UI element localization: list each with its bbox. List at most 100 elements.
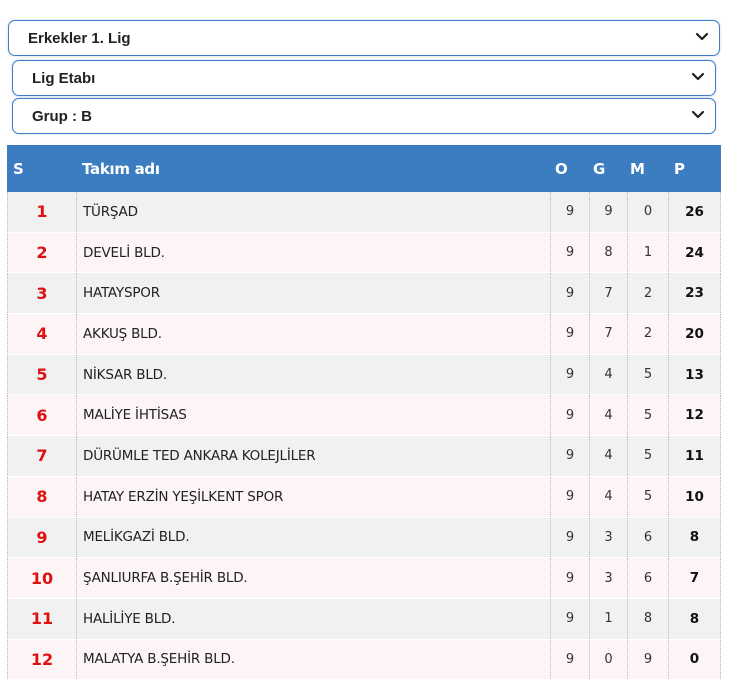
played-cell: 9	[550, 598, 589, 639]
points-cell: 26	[668, 192, 721, 232]
points-cell: 0	[668, 639, 721, 680]
won-cell: 4	[589, 476, 627, 517]
team-name-cell: MALATYA B.ŞEHİR BLD.	[76, 639, 550, 680]
rank-cell: 6	[7, 395, 76, 436]
points-cell: 12	[668, 395, 721, 436]
lost-cell: 2	[627, 314, 668, 354]
table-row[interactable]: 6 MALİYE İHTİSAS 9 4 5 12	[7, 395, 721, 437]
top-band	[0, 0, 732, 14]
won-cell: 1	[589, 598, 627, 639]
rank-cell: 8	[7, 476, 76, 517]
lost-cell: 0	[627, 192, 668, 232]
points-cell: 11	[668, 436, 721, 476]
table-row[interactable]: 5 NİKSAR BLD. 9 4 5 13	[7, 354, 721, 396]
points-cell: 7	[668, 558, 721, 598]
table-row[interactable]: 9 MELİKGAZİ BLD. 9 3 6 8	[7, 517, 721, 559]
won-cell: 4	[589, 436, 627, 476]
table-row[interactable]: 4 AKKUŞ BLD. 9 7 2 20	[7, 314, 721, 355]
lost-cell: 5	[627, 395, 668, 436]
table-row[interactable]: 7 DÜRÜMLE TED ANKARA KOLEJLİLER 9 4 5 11	[7, 436, 721, 477]
table-row[interactable]: 8 HATAY ERZİN YEŞİLKENT SPOR 9 4 5 10	[7, 476, 721, 518]
team-name-cell: HATAY ERZİN YEŞİLKENT SPOR	[76, 476, 550, 517]
chevron-down-icon	[695, 32, 709, 41]
points-cell: 8	[668, 598, 721, 639]
points-cell: 23	[668, 273, 721, 314]
played-cell: 9	[550, 639, 589, 680]
lost-cell: 6	[627, 558, 668, 598]
table-row[interactable]: 1 TÜRŞAD 9 9 0 26	[7, 192, 721, 233]
table-row[interactable]: 10 ŞANLIURFA B.ŞEHİR BLD. 9 3 6 7	[7, 558, 721, 599]
lost-cell: 5	[627, 476, 668, 517]
played-cell: 9	[550, 395, 589, 436]
table-header: S Takım adı O G M P	[7, 145, 721, 192]
league-select-value: Erkekler 1. Lig	[28, 29, 131, 47]
standings-table: S Takım adı O G M P 1 TÜRŞAD 9 9 0 26 2 …	[7, 145, 721, 681]
lost-cell: 1	[627, 232, 668, 273]
won-cell: 3	[589, 517, 627, 558]
team-name-cell: HALİLİYE BLD.	[76, 598, 550, 639]
rank-cell: 7	[7, 436, 76, 476]
points-cell: 13	[668, 354, 721, 395]
header-rank: S	[13, 160, 24, 178]
played-cell: 9	[550, 314, 589, 354]
rank-cell: 1	[7, 192, 76, 232]
lost-cell: 2	[627, 273, 668, 314]
points-cell: 24	[668, 232, 721, 273]
played-cell: 9	[550, 354, 589, 395]
played-cell: 9	[550, 273, 589, 314]
rank-cell: 3	[7, 273, 76, 314]
rank-cell: 11	[7, 598, 76, 639]
rank-cell: 12	[7, 639, 76, 680]
points-cell: 8	[668, 517, 721, 558]
header-team-name: Takım adı	[82, 160, 160, 178]
points-cell: 20	[668, 314, 721, 354]
won-cell: 9	[589, 192, 627, 232]
chevron-down-icon	[691, 72, 705, 81]
team-name-cell: MALİYE İHTİSAS	[76, 395, 550, 436]
played-cell: 9	[550, 476, 589, 517]
lost-cell: 9	[627, 639, 668, 680]
header-points: P	[674, 160, 685, 178]
table-body: 1 TÜRŞAD 9 9 0 26 2 DEVELİ BLD. 9 8 1 24…	[7, 192, 721, 681]
played-cell: 9	[550, 558, 589, 598]
rank-cell: 9	[7, 517, 76, 558]
played-cell: 9	[550, 192, 589, 232]
lost-cell: 8	[627, 598, 668, 639]
team-name-cell: MELİKGAZİ BLD.	[76, 517, 550, 558]
played-cell: 9	[550, 517, 589, 558]
team-name-cell: TÜRŞAD	[76, 192, 550, 232]
team-name-cell: NİKSAR BLD.	[76, 354, 550, 395]
won-cell: 8	[589, 232, 627, 273]
won-cell: 4	[589, 395, 627, 436]
rank-cell: 4	[7, 314, 76, 354]
won-cell: 7	[589, 314, 627, 354]
table-row[interactable]: 2 DEVELİ BLD. 9 8 1 24	[7, 232, 721, 274]
rank-cell: 2	[7, 232, 76, 273]
team-name-cell: DÜRÜMLE TED ANKARA KOLEJLİLER	[76, 436, 550, 476]
won-cell: 4	[589, 354, 627, 395]
team-name-cell: AKKUŞ BLD.	[76, 314, 550, 354]
team-name-cell: DEVELİ BLD.	[76, 232, 550, 273]
played-cell: 9	[550, 436, 589, 476]
table-row[interactable]: 12 MALATYA B.ŞEHİR BLD. 9 0 9 0	[7, 639, 721, 681]
team-name-cell: ŞANLIURFA B.ŞEHİR BLD.	[76, 558, 550, 598]
lost-cell: 6	[627, 517, 668, 558]
points-cell: 10	[668, 476, 721, 517]
won-cell: 7	[589, 273, 627, 314]
stage-select[interactable]: Lig Etabı	[12, 60, 716, 96]
group-select-value: Grup : B	[32, 107, 92, 125]
header-played: O	[555, 160, 568, 178]
chevron-down-icon	[691, 110, 705, 119]
team-name-cell: HATAYSPOR	[76, 273, 550, 314]
won-cell: 3	[589, 558, 627, 598]
table-row[interactable]: 11 HALİLİYE BLD. 9 1 8 8	[7, 598, 721, 640]
lost-cell: 5	[627, 436, 668, 476]
league-select[interactable]: Erkekler 1. Lig	[8, 20, 720, 56]
lost-cell: 5	[627, 354, 668, 395]
rank-cell: 10	[7, 558, 76, 598]
group-select[interactable]: Grup : B	[12, 98, 716, 134]
header-won: G	[593, 160, 606, 178]
table-row[interactable]: 3 HATAYSPOR 9 7 2 23	[7, 273, 721, 315]
stage-select-value: Lig Etabı	[32, 69, 96, 87]
played-cell: 9	[550, 232, 589, 273]
